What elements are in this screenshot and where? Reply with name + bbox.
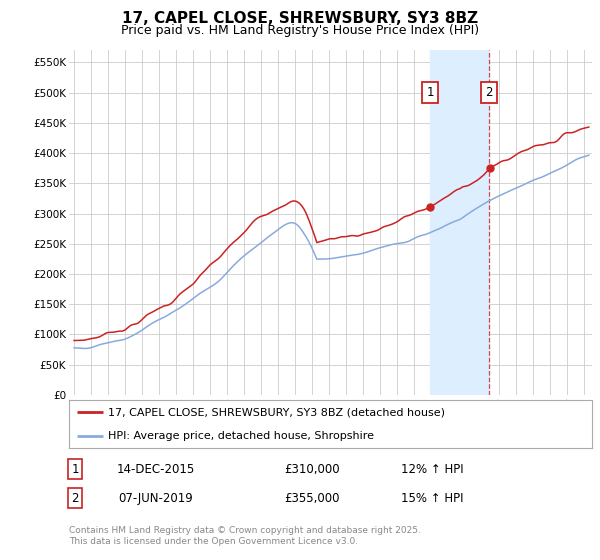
Bar xyxy=(430,50,489,395)
Text: HPI: Average price, detached house, Shropshire: HPI: Average price, detached house, Shro… xyxy=(108,431,374,441)
Text: 2: 2 xyxy=(485,86,493,99)
Text: £310,000: £310,000 xyxy=(284,463,340,476)
Text: 14-DEC-2015: 14-DEC-2015 xyxy=(117,463,195,476)
Text: 17, CAPEL CLOSE, SHREWSBURY, SY3 8BZ: 17, CAPEL CLOSE, SHREWSBURY, SY3 8BZ xyxy=(122,11,478,26)
Text: Contains HM Land Registry data © Crown copyright and database right 2025.
This d: Contains HM Land Registry data © Crown c… xyxy=(69,526,421,546)
Text: £355,000: £355,000 xyxy=(284,492,340,505)
Text: 12% ↑ HPI: 12% ↑ HPI xyxy=(401,463,463,476)
Text: 07-JUN-2019: 07-JUN-2019 xyxy=(119,492,193,505)
Text: 2: 2 xyxy=(71,492,79,505)
Text: 17, CAPEL CLOSE, SHREWSBURY, SY3 8BZ (detached house): 17, CAPEL CLOSE, SHREWSBURY, SY3 8BZ (de… xyxy=(108,407,445,417)
Text: 1: 1 xyxy=(426,86,434,99)
Text: 1: 1 xyxy=(71,463,79,476)
Text: Price paid vs. HM Land Registry's House Price Index (HPI): Price paid vs. HM Land Registry's House … xyxy=(121,24,479,36)
Text: 15% ↑ HPI: 15% ↑ HPI xyxy=(401,492,463,505)
